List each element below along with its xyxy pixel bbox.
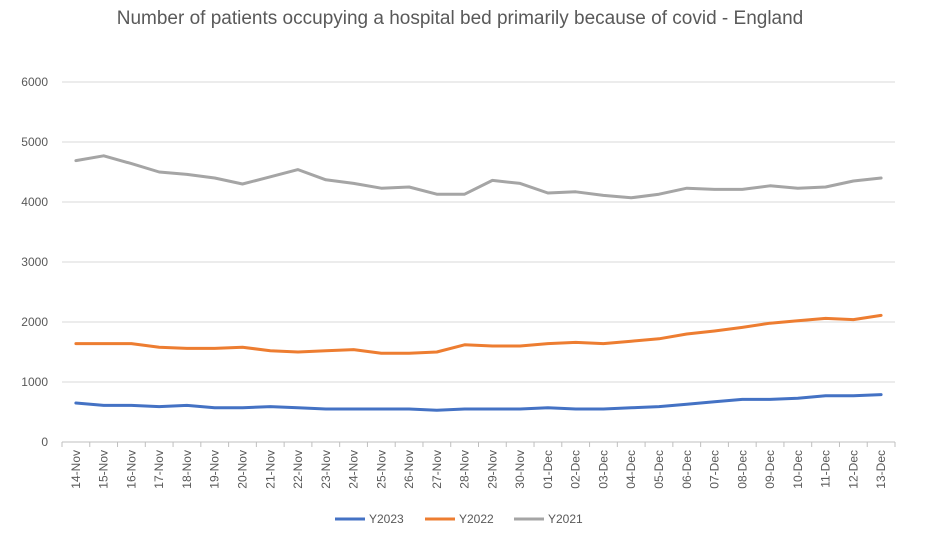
x-tick-label: 13-Dec <box>874 450 888 489</box>
x-tick-label: 24-Nov <box>347 450 361 489</box>
x-tick-label: 23-Nov <box>319 450 333 489</box>
series-line-y2023 <box>74 393 883 412</box>
x-tick-label: 06-Dec <box>680 450 694 489</box>
x-tick-label: 29-Nov <box>485 450 499 489</box>
x-tick-label: 05-Dec <box>652 450 666 489</box>
x-tick-label: 27-Nov <box>430 450 444 489</box>
legend-label-y2023: Y2023 <box>369 512 404 526</box>
legend-label-y2021: Y2021 <box>548 512 583 526</box>
x-tick-label: 01-Dec <box>541 450 555 489</box>
x-tick-label: 07-Dec <box>708 450 722 489</box>
x-tick-label: 08-Dec <box>735 450 749 489</box>
x-tick-label: 04-Dec <box>624 450 638 489</box>
series-line-y2021 <box>74 154 883 200</box>
y-tick-label: 3000 <box>21 255 48 269</box>
x-tick-label: 03-Dec <box>596 450 610 489</box>
x-tick-label: 16-Nov <box>124 450 138 489</box>
y-tick-label: 1000 <box>21 375 48 389</box>
x-tick-label: 28-Nov <box>458 450 472 489</box>
y-tick-label: 4000 <box>21 195 48 209</box>
y-tick-label: 5000 <box>21 135 48 149</box>
x-tick-label: 30-Nov <box>513 450 527 489</box>
x-tick-label: 14-Nov <box>69 450 83 489</box>
chart-title: Number of patients occupying a hospital … <box>116 8 804 29</box>
x-tick-label: 11-Dec <box>819 450 833 488</box>
x-tick-label: 22-Nov <box>291 450 305 489</box>
series-line-y2022 <box>74 313 883 355</box>
x-tick-label: 25-Nov <box>374 450 388 489</box>
y-tick-label: 2000 <box>21 315 48 329</box>
x-tick-label: 21-Nov <box>263 450 277 489</box>
x-tick-label: 18-Nov <box>180 450 194 489</box>
x-tick-label: 19-Nov <box>208 450 222 489</box>
legend-label-y2022: Y2022 <box>459 512 494 526</box>
x-tick-label: 26-Nov <box>402 450 416 489</box>
x-tick-label: 10-Dec <box>791 450 805 489</box>
x-tick-label: 20-Nov <box>235 450 249 489</box>
x-tick-label: 02-Dec <box>569 450 583 489</box>
y-tick-label: 0 <box>41 435 48 449</box>
y-tick-label: 6000 <box>21 75 48 89</box>
x-tick-label: 15-Nov <box>97 450 111 489</box>
x-tick-label: 17-Nov <box>152 450 166 489</box>
x-tick-label: 12-Dec <box>846 450 860 489</box>
x-tick-label: 09-Dec <box>763 450 777 489</box>
